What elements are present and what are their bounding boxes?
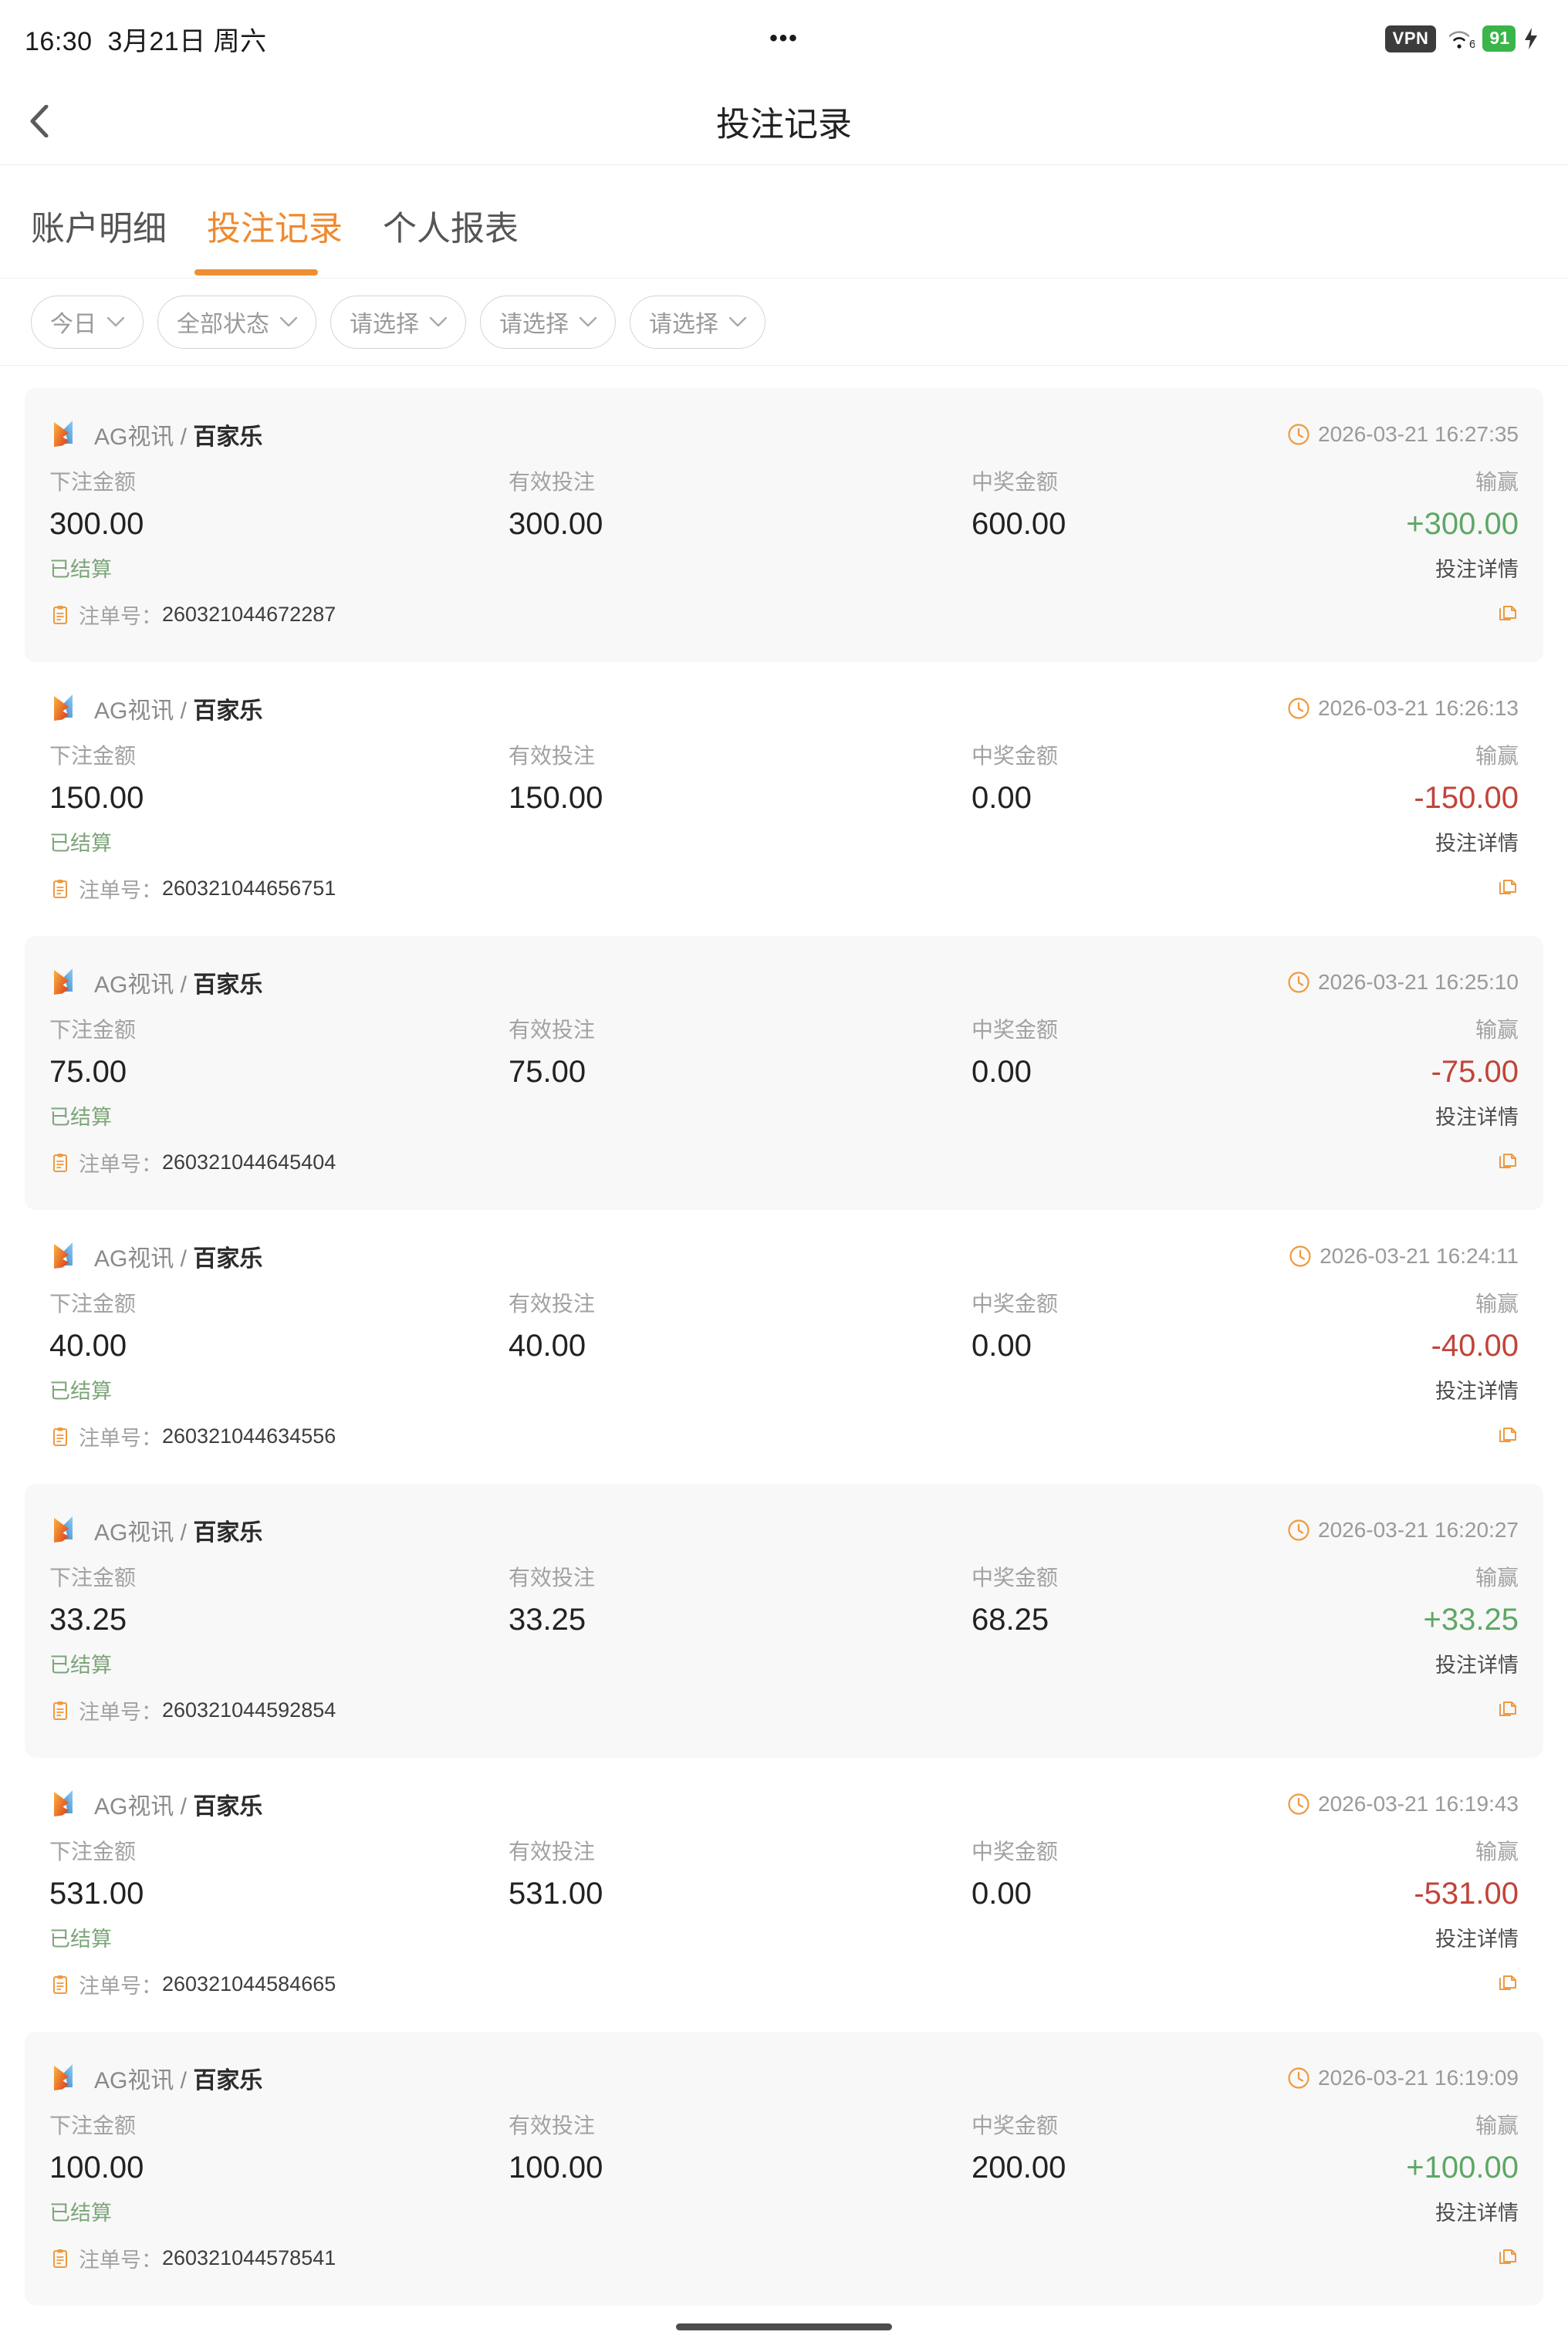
svg-text:6: 6: [1469, 38, 1475, 50]
